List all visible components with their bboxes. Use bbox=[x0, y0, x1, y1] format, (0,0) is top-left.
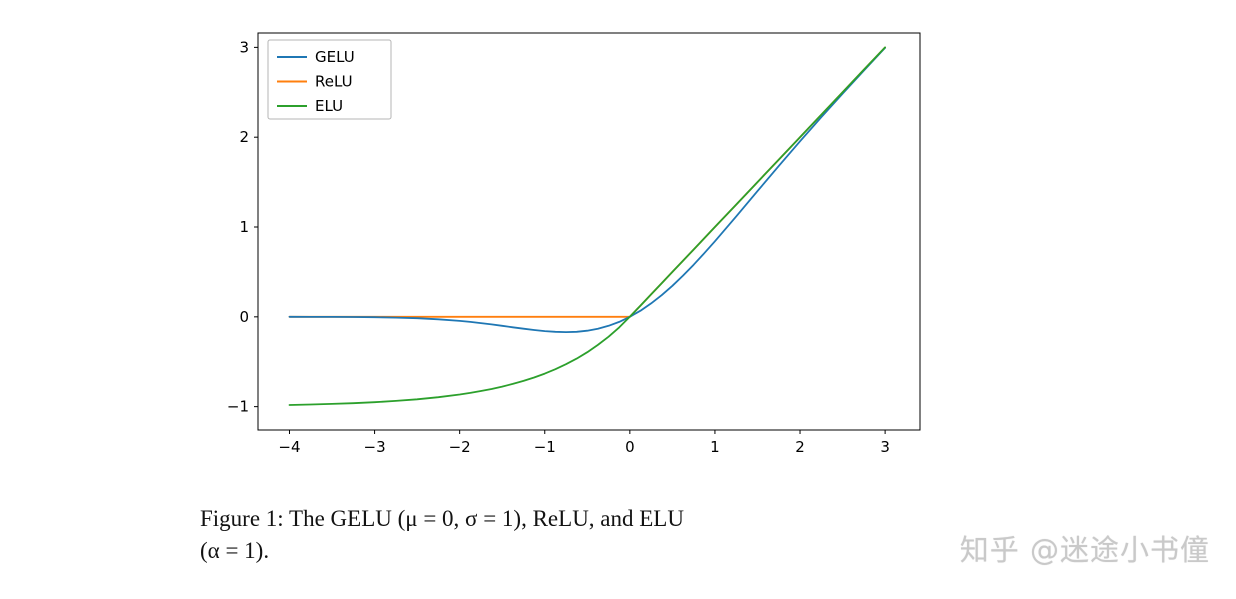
x-axis-tick-label: 0 bbox=[625, 438, 635, 456]
legend-label-gelu: GELU bbox=[315, 48, 355, 66]
x-axis-tick-label: −3 bbox=[364, 438, 386, 456]
y-axis-tick-label: 2 bbox=[239, 128, 249, 146]
x-axis-tick-label: 2 bbox=[795, 438, 805, 456]
y-axis-tick-label: −1 bbox=[227, 398, 249, 416]
axes-frame bbox=[257, 32, 921, 431]
caption-line-1: Figure 1: The GELU (μ = 0, σ = 1), ReLU,… bbox=[200, 506, 684, 531]
series-elu-line bbox=[288, 46, 886, 406]
watermark: 知乎 @迷途小书僮 bbox=[959, 533, 1210, 567]
series-gelu-line bbox=[288, 46, 886, 334]
x-axis-tick-label: −1 bbox=[534, 438, 556, 456]
x-axis-tick-label: 1 bbox=[710, 438, 720, 456]
y-axis-tick-label: 3 bbox=[239, 38, 249, 56]
legend-label-relu: ReLU bbox=[315, 73, 353, 91]
y-axis-tick-label: 0 bbox=[239, 308, 249, 326]
y-axis-tick-label: 1 bbox=[239, 218, 249, 236]
x-axis-tick-label: 3 bbox=[880, 438, 890, 456]
legend-box bbox=[267, 39, 392, 120]
legend-label-elu: ELU bbox=[315, 97, 343, 115]
x-axis-tick-label: −4 bbox=[278, 438, 300, 456]
caption-line-2: (α = 1). bbox=[200, 538, 270, 563]
figure-caption: Figure 1: The GELU (μ = 0, σ = 1), ReLU,… bbox=[200, 503, 800, 567]
x-axis-tick-label: −2 bbox=[449, 438, 471, 456]
